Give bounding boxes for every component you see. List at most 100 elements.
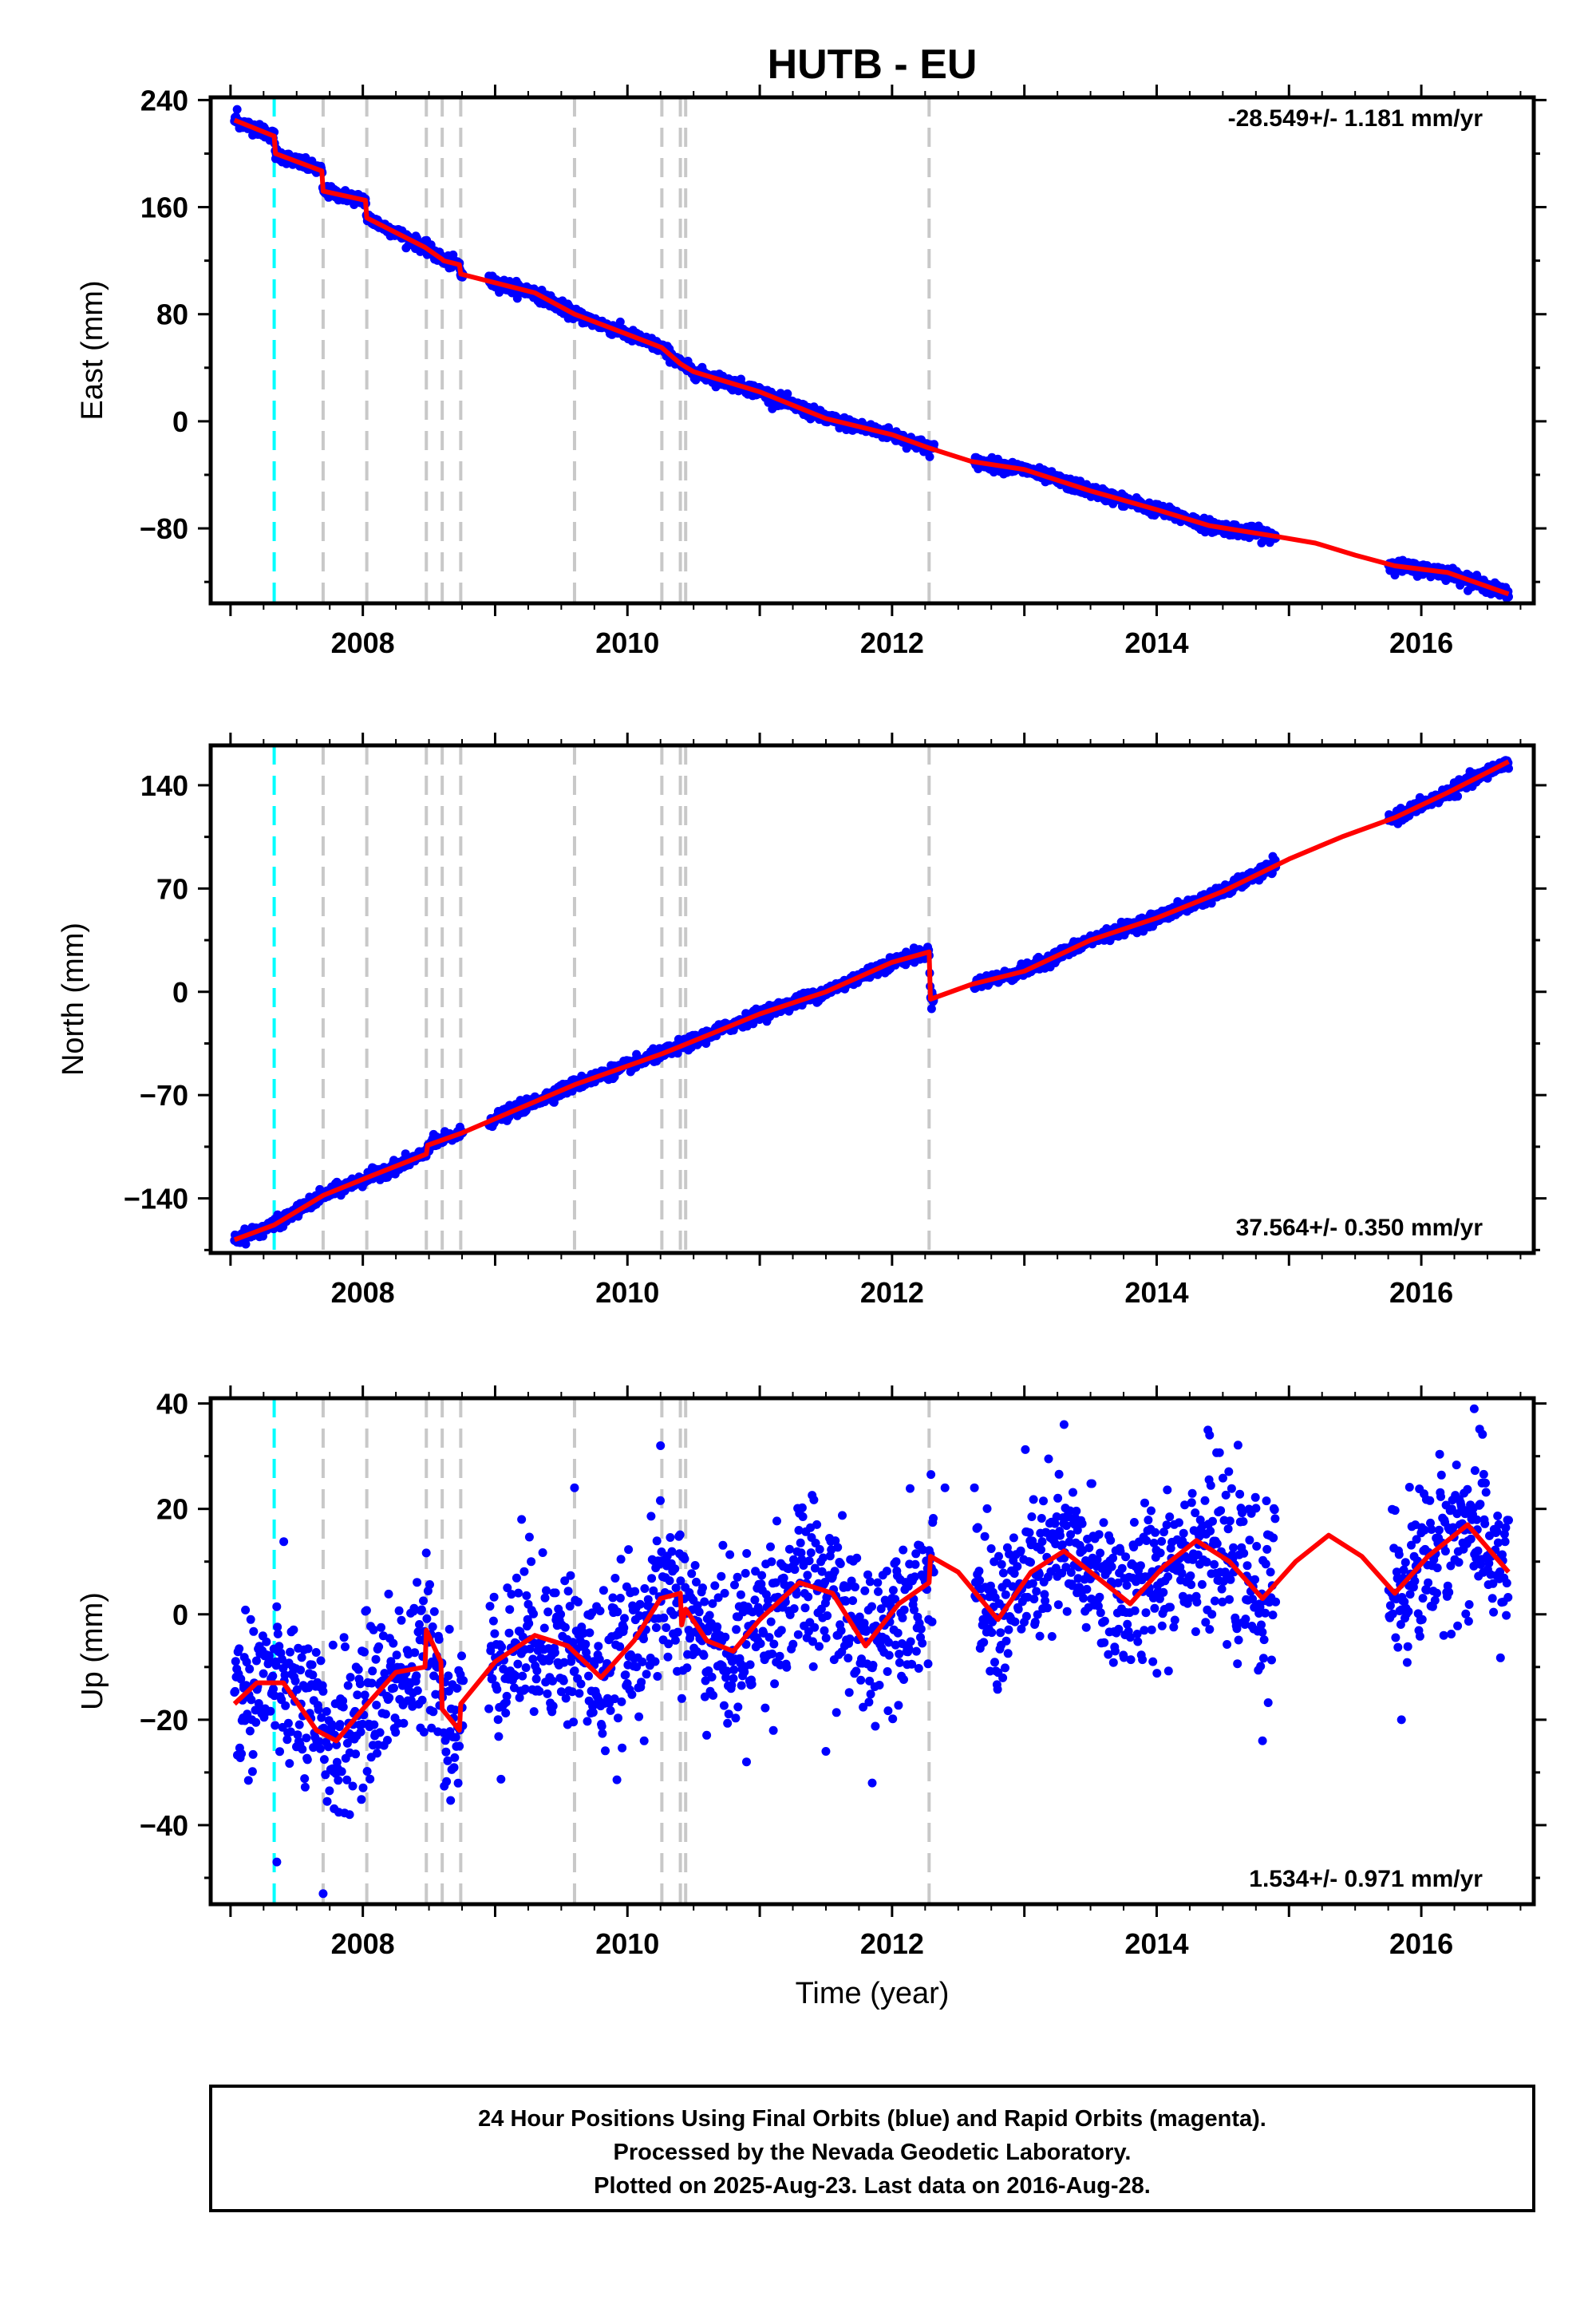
data-point bbox=[297, 1653, 306, 1662]
data-point bbox=[783, 389, 792, 398]
data-point bbox=[354, 1665, 363, 1674]
data-point bbox=[279, 1537, 289, 1547]
data-point bbox=[327, 1720, 337, 1729]
data-point bbox=[251, 1656, 261, 1666]
data-point bbox=[926, 1004, 936, 1014]
data-point bbox=[302, 1755, 312, 1765]
data-point bbox=[314, 1737, 324, 1746]
panel-frame bbox=[208, 743, 1536, 1255]
data-point bbox=[308, 1670, 318, 1680]
data-point bbox=[249, 1626, 259, 1636]
plot-area bbox=[230, 1398, 1513, 1904]
data-point bbox=[272, 1602, 282, 1611]
data-point bbox=[280, 1670, 290, 1680]
data-point bbox=[339, 1633, 349, 1642]
data-point bbox=[294, 1720, 304, 1729]
data-point bbox=[271, 1721, 280, 1730]
data-point bbox=[246, 1614, 255, 1624]
x-tick-label: 2014 bbox=[1124, 1276, 1188, 1309]
data-point bbox=[231, 1686, 240, 1696]
data-point bbox=[749, 1019, 758, 1029]
y-tick-label: 160 bbox=[140, 192, 188, 224]
data-point bbox=[1504, 764, 1513, 773]
velocity-rate-label: -28.549+/- 1.181 mm/yr bbox=[1228, 105, 1483, 132]
figure-title: HUTB - EU bbox=[768, 41, 978, 88]
y-tick-label: 0 bbox=[172, 976, 188, 1009]
data-point bbox=[281, 1701, 290, 1710]
data-point bbox=[273, 1622, 282, 1632]
x-tick-label: 2010 bbox=[595, 1276, 659, 1309]
data-point bbox=[241, 1605, 251, 1614]
data-point bbox=[269, 1684, 278, 1694]
data-point bbox=[351, 1749, 361, 1759]
data-point bbox=[338, 1702, 348, 1712]
data-point bbox=[292, 1685, 302, 1694]
data-point bbox=[307, 1660, 317, 1670]
data-point bbox=[322, 1707, 331, 1716]
y-tick-label: 140 bbox=[140, 769, 188, 802]
data-point bbox=[298, 1745, 307, 1754]
y-axis-label: East (mm) bbox=[76, 280, 109, 420]
data-point bbox=[356, 1727, 365, 1737]
x-tick-label: 2008 bbox=[331, 626, 395, 659]
data-point bbox=[302, 1733, 311, 1743]
data-point bbox=[293, 1730, 302, 1740]
data-point bbox=[296, 1666, 306, 1675]
data-point bbox=[271, 1661, 281, 1670]
data-point bbox=[346, 1673, 355, 1682]
data-point bbox=[315, 1744, 325, 1753]
data-point bbox=[251, 1717, 261, 1727]
y-tick-label: 80 bbox=[156, 298, 188, 331]
velocity-rate-label: 37.564+/- 0.350 mm/yr bbox=[1236, 1215, 1483, 1241]
data-point bbox=[273, 1629, 282, 1638]
y-axis-label: North (mm) bbox=[57, 923, 90, 1076]
data-point bbox=[282, 1735, 292, 1745]
y-tick-label: −80 bbox=[140, 512, 188, 545]
data-point bbox=[290, 1676, 300, 1686]
y-tick-label: −70 bbox=[140, 1079, 188, 1112]
data-point bbox=[334, 1776, 343, 1785]
data-point bbox=[243, 1776, 253, 1785]
data-point bbox=[311, 1648, 321, 1657]
data-point bbox=[303, 1644, 313, 1654]
data-point bbox=[335, 1720, 345, 1729]
data-point bbox=[247, 1695, 256, 1705]
x-tick-label: 2012 bbox=[860, 626, 924, 659]
data-point bbox=[316, 1656, 326, 1666]
y-tick-label: 240 bbox=[140, 84, 188, 117]
data-point bbox=[319, 1755, 329, 1765]
x-tick-label: 2016 bbox=[1389, 1276, 1453, 1309]
y-tick-label: 0 bbox=[172, 405, 188, 438]
data-point bbox=[325, 1786, 334, 1796]
data-point bbox=[245, 1726, 255, 1736]
x-tick-label: 2016 bbox=[1389, 626, 1453, 659]
data-point bbox=[1453, 792, 1463, 801]
data-point bbox=[248, 1749, 258, 1759]
data-point bbox=[332, 1740, 342, 1749]
data-points bbox=[230, 1404, 1513, 1899]
data-point bbox=[283, 1718, 293, 1728]
data-point bbox=[343, 1681, 353, 1690]
data-point bbox=[275, 1642, 284, 1651]
data-point bbox=[237, 1749, 247, 1758]
data-point bbox=[615, 317, 625, 326]
data-point bbox=[317, 1713, 326, 1722]
data-point bbox=[245, 1664, 255, 1674]
data-point bbox=[235, 1644, 244, 1654]
data-point bbox=[286, 1647, 294, 1657]
data-point bbox=[925, 452, 934, 461]
data-point bbox=[342, 1775, 352, 1784]
x-tick-label: 2008 bbox=[331, 1276, 395, 1309]
data-point bbox=[341, 1642, 350, 1651]
data-point bbox=[242, 1658, 251, 1667]
data-point bbox=[286, 1727, 295, 1737]
data-point bbox=[314, 1705, 323, 1714]
data-point bbox=[324, 1742, 333, 1752]
model-fit-line bbox=[233, 117, 1510, 597]
data-point bbox=[285, 1759, 294, 1769]
x-tick-label: 2012 bbox=[860, 1276, 924, 1309]
data-point bbox=[266, 1706, 275, 1716]
